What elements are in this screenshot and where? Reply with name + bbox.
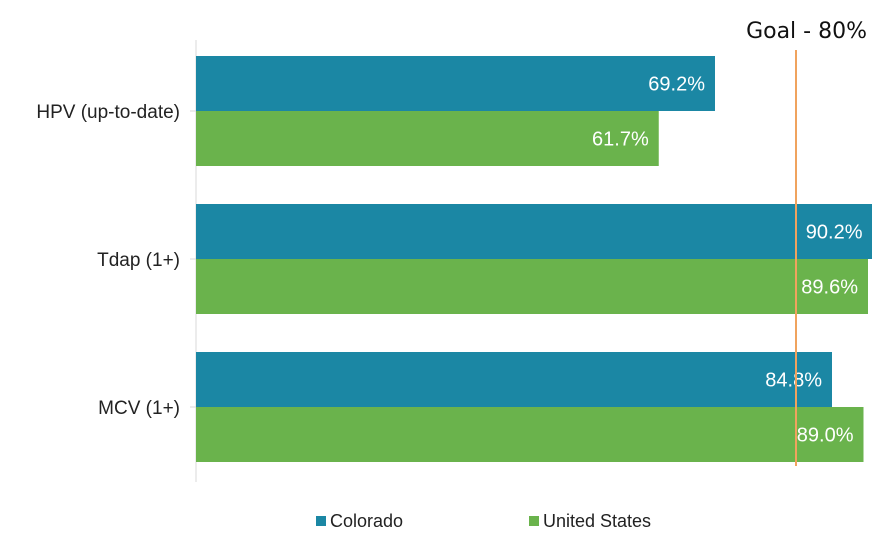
- bar-colorado: [196, 204, 872, 259]
- bar-united-states: [196, 259, 868, 314]
- category-label: MCV (1+): [98, 398, 180, 419]
- category-label: Tdap (1+): [97, 250, 180, 271]
- legend-label: Colorado: [330, 511, 403, 531]
- bar-united-states: [196, 407, 864, 462]
- goal-label: Goal - 80%: [746, 19, 867, 44]
- data-label: 84.8%: [765, 370, 822, 392]
- category-label: HPV (up-to-date): [36, 102, 180, 123]
- data-label: 89.6%: [801, 277, 858, 299]
- bar-united-states: [196, 111, 659, 166]
- data-label: 90.2%: [806, 222, 863, 244]
- data-label: 89.0%: [797, 425, 854, 447]
- plot-area: HPV (up-to-date) 69.2% 61.7% Tdap (1+) 90.2%…: [36, 19, 872, 482]
- legend-swatch: [529, 516, 539, 526]
- legend: Colorado United States: [316, 511, 651, 531]
- legend-swatch: [316, 516, 326, 526]
- data-label: 61.7%: [592, 129, 649, 151]
- data-label: 69.2%: [648, 74, 705, 96]
- bar-colorado: [196, 352, 832, 407]
- legend-label: United States: [543, 511, 651, 531]
- bar-colorado: [196, 56, 715, 111]
